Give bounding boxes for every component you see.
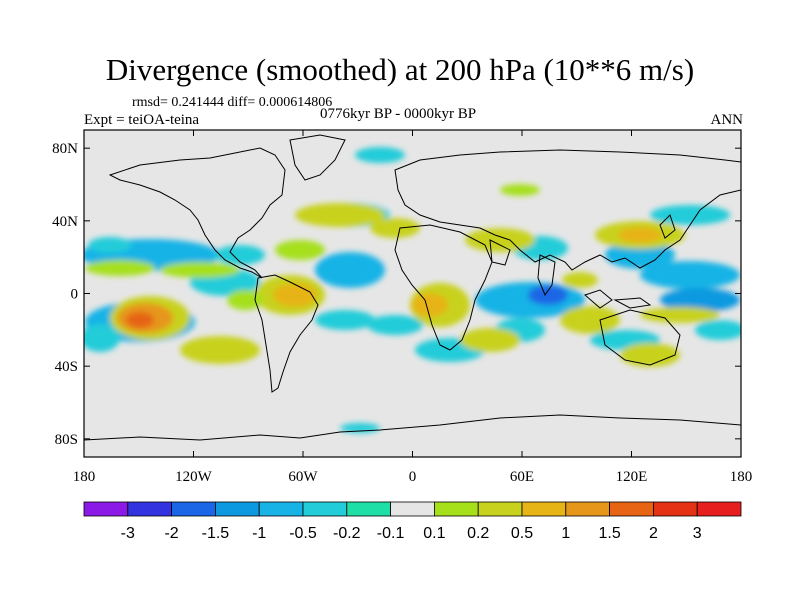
colorbar-swatch: [214, 501, 260, 517]
colorbar-swatch: [696, 501, 742, 517]
colorbar-label: -2: [164, 525, 178, 542]
colorbar-label: -0.1: [377, 525, 405, 542]
colorbar-swatch: [433, 501, 479, 517]
colorbar-swatch: [302, 501, 348, 517]
lon-tick-label: 180: [730, 469, 753, 485]
latitude-axis: 80N 40N 0 40S 80S: [52, 141, 741, 448]
lon-tick-label: 60E: [510, 469, 534, 485]
colorbar-swatch: [127, 501, 173, 517]
colorbar-swatch: [390, 501, 435, 517]
colorbar-label: -1: [252, 525, 266, 542]
colorbar-label: 1: [561, 525, 570, 542]
lat-tick-label: 80S: [55, 432, 78, 448]
colorbar-swatch: [83, 501, 129, 517]
lat-tick-label: 0: [71, 287, 79, 303]
lat-tick-label: 80N: [52, 141, 78, 157]
season-label: ANN: [710, 112, 744, 128]
colorbar-swatch: [477, 501, 523, 517]
colorbar-label: 2: [649, 525, 658, 542]
lon-tick-label: 60W: [288, 469, 318, 485]
colorbar-label: -1.5: [202, 525, 230, 542]
stats-label: rmsd= 0.241444 diff= 0.000614806: [132, 95, 333, 110]
plot-title: Divergence (smoothed) at 200 hPa (10**6 …: [105, 52, 695, 87]
lon-tick-label: 120W: [175, 469, 213, 485]
lon-tick-label: 120E: [616, 469, 648, 485]
colorbar-label: 3: [693, 525, 702, 542]
colorbar-label: 0.1: [423, 525, 445, 542]
lat-tick-label: 40S: [55, 359, 78, 375]
coastlines: [84, 134, 741, 441]
lon-tick-label: 0: [409, 469, 417, 485]
colorbar-swatch: [653, 501, 698, 517]
colorbar-swatch: [171, 501, 216, 517]
lon-tick-label: 180: [73, 469, 96, 485]
colorbar-label: -0.2: [333, 525, 361, 542]
period-label: 0776kyr BP - 0000kyr BP: [320, 106, 477, 122]
colorbar-label: 0.5: [511, 525, 533, 542]
colorbar: -3 -2 -1.5 -1 -0.5 -0.2 -0.1 0.1 0.2 0.5 1 1.5 2 3: [83, 501, 742, 542]
field-layer: [84, 147, 741, 433]
colorbar-swatch: [258, 501, 304, 517]
map-background: [84, 130, 741, 457]
colorbar-swatch: [565, 501, 610, 517]
longitude-axis: 180 120W 60W 0 60E 120E 180: [73, 130, 753, 485]
colorbar-label: -3: [121, 525, 135, 542]
lat-tick-label: 40N: [52, 214, 78, 230]
colorbar-swatch: [346, 501, 391, 517]
colorbar-label: 1.5: [598, 525, 620, 542]
colorbar-swatch: [609, 501, 654, 517]
colorbar-label: 0.2: [467, 525, 489, 542]
colorbar-swatch: [521, 501, 567, 517]
experiment-label: Expt = teiOA-teina: [84, 112, 200, 128]
colorbar-label: -0.5: [289, 525, 317, 542]
